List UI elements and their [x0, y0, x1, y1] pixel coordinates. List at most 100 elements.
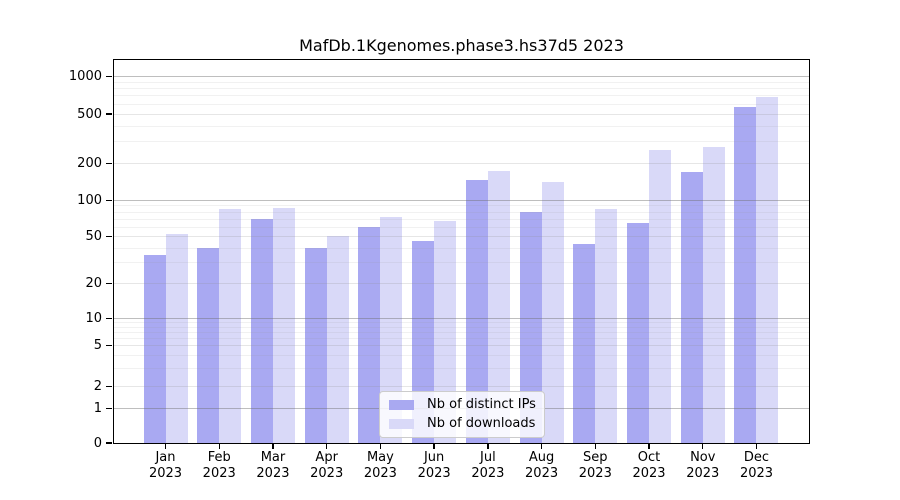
bar-distinct-ips — [304, 248, 327, 443]
x-tick-month: Apr — [315, 450, 338, 465]
x-tick-month: Feb — [207, 450, 231, 465]
x-tick-month: Sep — [583, 450, 608, 465]
x-tick-mark — [164, 444, 167, 449]
minor-gridline — [114, 247, 809, 249]
y-tick-mark — [106, 442, 112, 444]
x-tick-mark — [272, 444, 274, 449]
x-tick-label: Jun 2023 — [404, 450, 464, 482]
bar-distinct-ips — [734, 106, 757, 443]
legend-entry-distinct-ips: Nb of distinct IPs — [389, 398, 536, 412]
x-tick-year: 2023 — [256, 466, 290, 481]
gridline — [114, 282, 809, 284]
bar-downloads — [219, 209, 242, 443]
bar-downloads — [326, 235, 349, 443]
minor-gridline — [114, 88, 809, 90]
bar-distinct-ips — [680, 172, 703, 443]
x-tick-year: 2023 — [525, 466, 559, 481]
x-tick-year: 2023 — [148, 466, 183, 481]
y-tick-label: 5 — [93, 338, 102, 353]
y-tick-label: 1000 — [68, 69, 102, 84]
x-tick-mark — [702, 444, 704, 449]
minor-gridline — [114, 211, 809, 213]
minor-gridline — [114, 125, 809, 127]
major-gridline — [114, 76, 809, 77]
bar-downloads — [541, 182, 564, 443]
y-tick-label: 2 — [93, 379, 102, 395]
minor-gridline — [114, 141, 809, 143]
x-tick-mark — [325, 444, 328, 449]
x-tick-label: Oct 2023 — [619, 450, 679, 482]
x-tick-month: Jun — [423, 450, 445, 465]
x-tick-label: Jan 2023 — [136, 450, 196, 482]
legend-label-distinct-ips: Nb of distinct IPs — [427, 397, 536, 412]
minor-gridline — [114, 326, 809, 328]
bar-downloads — [702, 146, 725, 443]
gridline — [114, 113, 809, 115]
x-tick-mark — [594, 444, 596, 449]
x-tick-month: Aug — [528, 450, 555, 465]
major-gridline — [114, 317, 809, 319]
y-tick-label: 20 — [85, 275, 102, 291]
x-tick-mark — [648, 444, 650, 449]
x-tick-month: Jan — [155, 450, 176, 465]
minor-gridline — [114, 367, 809, 369]
y-tick-mark — [106, 317, 112, 319]
x-tick-label: Aug 2023 — [512, 450, 572, 482]
x-tick-mark — [755, 444, 758, 449]
x-tick-label: Sep 2023 — [565, 450, 625, 482]
minor-gridline — [114, 81, 809, 83]
y-tick-mark — [106, 344, 112, 347]
x-tick-label: Apr 2023 — [297, 450, 357, 482]
x-tick-year: 2023 — [578, 466, 612, 481]
x-tick-label: Mar 2023 — [243, 450, 303, 482]
x-tick-month: Oct — [637, 450, 661, 465]
bar-downloads — [487, 170, 510, 443]
x-tick-year: 2023 — [363, 466, 397, 481]
x-tick-mark — [433, 444, 435, 449]
bar-downloads — [595, 209, 618, 443]
bar-downloads — [380, 216, 403, 443]
y-tick-mark — [106, 162, 112, 165]
y-tick-label: 10 — [85, 310, 102, 326]
x-tick-year: 2023 — [739, 466, 774, 481]
x-tick-month: Nov — [690, 450, 716, 465]
y-tick-mark — [106, 282, 112, 284]
bar-downloads — [756, 96, 779, 443]
x-tick-month: Dec — [743, 450, 770, 465]
x-tick-label: Dec 2023 — [726, 450, 786, 482]
y-tick-label: 100 — [77, 192, 102, 208]
bar-distinct-ips — [519, 212, 542, 443]
x-tick-year: 2023 — [632, 466, 666, 481]
gridline — [114, 345, 809, 346]
minor-gridline — [114, 103, 809, 105]
x-tick-mark — [379, 444, 382, 449]
bar-distinct-ips — [627, 222, 650, 443]
y-tick-mark — [106, 407, 112, 409]
bar-downloads — [434, 221, 457, 443]
minor-gridline — [114, 205, 809, 207]
bar-downloads — [649, 149, 672, 443]
legend-label-downloads: Nb of downloads — [427, 416, 536, 431]
x-tick-label: Nov 2023 — [673, 450, 733, 482]
y-tick-label: 0 — [93, 435, 102, 451]
minor-gridline — [114, 331, 809, 333]
y-tick-label: 1 — [93, 400, 102, 416]
y-tick-mark — [106, 386, 112, 388]
minor-gridline — [114, 355, 809, 357]
y-tick-mark — [106, 199, 112, 201]
x-tick-month: Jul — [480, 450, 496, 465]
bar-distinct-ips — [358, 227, 381, 443]
y-tick-label: 500 — [77, 106, 102, 122]
legend-swatch-downloads — [389, 419, 414, 429]
legend-swatch-distinct-ips — [389, 400, 414, 410]
gridline — [114, 386, 809, 388]
legend: Nb of distinct IPs Nb of downloads — [379, 391, 545, 438]
x-tick-month: Mar — [260, 450, 286, 465]
gridline — [114, 163, 809, 164]
minor-gridline — [114, 321, 809, 323]
minor-gridline — [114, 218, 809, 220]
x-tick-mark — [218, 444, 220, 449]
minor-gridline — [114, 226, 809, 228]
y-tick-mark — [106, 236, 112, 238]
